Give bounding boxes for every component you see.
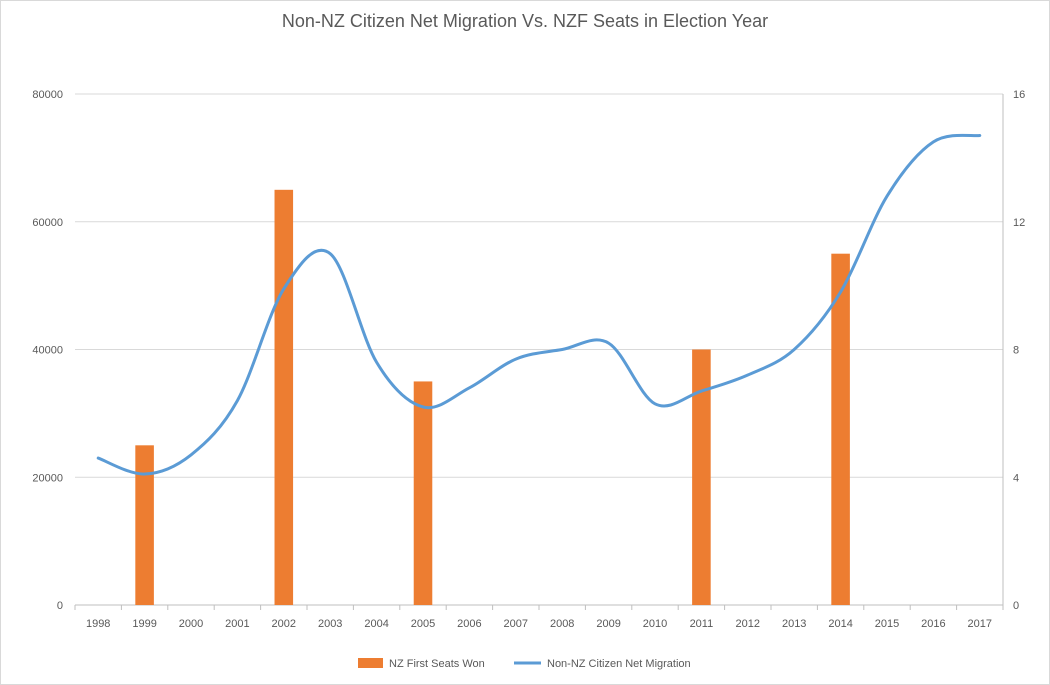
y-right-tick-label: 12 <box>1013 217 1025 229</box>
y-right-tick-label: 4 <box>1013 472 1019 484</box>
x-tick-label: 2014 <box>828 618 852 630</box>
bar <box>274 189 294 605</box>
x-tick-label: 2003 <box>318 618 342 630</box>
y-left-tick-label: 20000 <box>32 472 63 484</box>
x-tick-label: 1998 <box>86 618 110 630</box>
bar <box>831 253 850 605</box>
legend-label-line: Non-NZ Citizen Net Migration <box>547 658 691 670</box>
x-tick-label: 2000 <box>179 618 203 630</box>
bar <box>135 445 154 605</box>
y-right-tick-label: 8 <box>1013 345 1019 357</box>
y-right-tick-label: 0 <box>1013 600 1019 612</box>
x-tick-label: 1999 <box>132 618 156 630</box>
x-tick-label: 2017 <box>968 618 992 630</box>
x-tick-label: 2009 <box>596 618 620 630</box>
x-tick-label: 2013 <box>782 618 806 630</box>
legend-swatch-bar <box>358 658 383 668</box>
x-tick-label: 2005 <box>411 618 435 630</box>
x-tick-label: 2016 <box>921 618 945 630</box>
x-tick-label: 2010 <box>643 618 667 630</box>
y-left-tick-label: 0 <box>57 600 63 612</box>
x-tick-label: 2004 <box>364 618 388 630</box>
x-tick-label: 2008 <box>550 618 574 630</box>
x-tick-label: 2002 <box>272 618 296 630</box>
bar <box>692 349 711 605</box>
x-tick-label: 2012 <box>736 618 760 630</box>
x-tick-label: 2015 <box>875 618 899 630</box>
x-tick-label: 2011 <box>690 618 714 630</box>
y-right-tick-label: 16 <box>1013 89 1025 101</box>
x-tick-label: 2007 <box>504 618 528 630</box>
x-tick-label: 2001 <box>225 618 249 630</box>
legend-label-bar: NZ First Seats Won <box>389 658 485 670</box>
y-left-tick-label: 80000 <box>32 89 63 101</box>
bar <box>413 381 433 605</box>
x-tick-label: 2006 <box>457 618 481 630</box>
migration-line <box>96 133 982 476</box>
y-left-tick-label: 60000 <box>32 217 63 229</box>
y-left-tick-label: 40000 <box>32 345 63 357</box>
chart-title: Non-NZ Citizen Net Migration Vs. NZF Sea… <box>281 11 769 31</box>
